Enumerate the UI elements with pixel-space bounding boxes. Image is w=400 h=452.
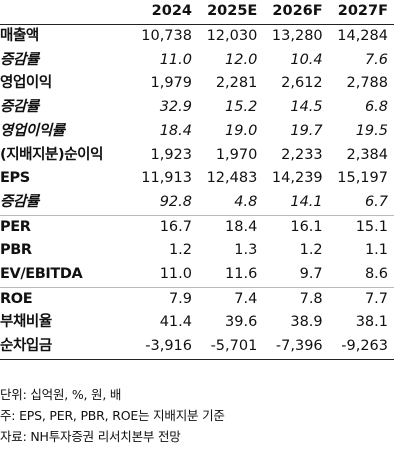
cell-value: 2,384 <box>346 146 388 163</box>
table-header-row: 2024 2025E 2026F 2027F <box>0 0 394 25</box>
row-revenue: 매출액 10,738 12,030 13,280 14,284 <box>0 25 394 49</box>
cell-value: 6.7 <box>328 190 394 216</box>
row-label: 부채비율 <box>0 314 52 331</box>
table-notes: 단위: 십억원, %, 원, 배 주: EPS, PER, PBR, ROE는 … <box>0 384 225 447</box>
cell-value: 4.8 <box>198 190 264 216</box>
row-label: 순차입금 <box>0 335 133 360</box>
cell-value: 38.9 <box>290 314 323 331</box>
cell-value: 1,923 <box>150 146 192 163</box>
cell-value: 2,281 <box>215 75 258 92</box>
cell-value: 14,239 <box>271 170 323 187</box>
row-label: EPS <box>0 170 30 187</box>
row-net-debt: 순차입금 -3,916 -5,701 -7,396 -9,263 <box>0 335 394 360</box>
row-label: 증감률 <box>0 190 133 216</box>
cell-value: 11.6 <box>198 263 264 288</box>
row-operating-margin: 영업이익률 18.4 19.0 19.7 19.5 <box>0 120 394 144</box>
cell-value: 10,738 <box>141 28 192 44</box>
cell-value: -9,263 <box>328 335 394 360</box>
table-body: 매출액 10,738 12,030 13,280 14,284 증감률 11.0… <box>0 25 394 360</box>
cell-value: 14.5 <box>290 99 323 116</box>
row-pbr: PBR 1.2 1.3 1.2 1.1 <box>0 239 394 263</box>
cell-value: 2,612 <box>281 75 323 92</box>
row-net-income: (지배지분)순이익 1,923 1,970 2,233 2,384 <box>0 144 394 168</box>
cell-value: 7.9 <box>168 290 192 307</box>
row-label: 영업이익률 <box>0 122 65 139</box>
cell-value: 7.6 <box>364 51 388 68</box>
row-label: ROE <box>0 290 33 307</box>
cell-value: -5,701 <box>198 335 264 360</box>
cell-value: 13,280 <box>271 28 323 44</box>
cell-value: 19.7 <box>290 122 323 139</box>
cell-value: 15.1 <box>355 218 388 235</box>
cell-value: 10.4 <box>290 51 323 68</box>
cell-value: 16.1 <box>290 218 323 235</box>
header-year-2024: 2024 <box>132 0 198 25</box>
row-label: 영업이익 <box>0 75 52 92</box>
cell-value: 12.0 <box>225 51 258 68</box>
row-label: PBR <box>0 242 32 259</box>
row-debt-ratio: 부채비율 41.4 39.6 38.9 38.1 <box>0 311 394 335</box>
cell-value: 7.7 <box>364 290 388 307</box>
row-eps-growth: 증감률 92.8 4.8 14.1 6.7 <box>0 190 394 216</box>
row-operating-profit: 영업이익 1,979 2,281 2,612 2,788 <box>0 72 394 96</box>
header-year-2025e: 2025E <box>198 0 264 25</box>
cell-value: 18.4 <box>225 218 258 235</box>
cell-value: 1.3 <box>234 242 258 259</box>
row-roe: ROE 7.9 7.4 7.8 7.7 <box>0 287 394 311</box>
row-per: PER 16.7 18.4 16.1 15.1 <box>0 215 394 239</box>
cell-value: 15,197 <box>337 170 388 187</box>
row-label: (지배지분)순이익 <box>0 146 104 163</box>
unit-note: 단위: 십억원, %, 원, 배 <box>0 387 122 402</box>
row-revenue-growth: 증감률 11.0 12.0 10.4 7.6 <box>0 49 394 73</box>
cell-value: 2,233 <box>281 146 323 163</box>
cell-value: 1.1 <box>364 242 388 259</box>
cell-value: 11.0 <box>159 51 192 68</box>
cell-value: 39.6 <box>225 314 258 331</box>
cell-value: 14,284 <box>337 28 388 44</box>
cell-value: 19.0 <box>225 122 258 139</box>
row-ev-ebitda: EV/EBITDA 11.0 11.6 9.7 8.6 <box>0 263 394 288</box>
row-label: 매출액 <box>0 28 39 44</box>
cell-value: 7.8 <box>299 290 323 307</box>
row-label: 증감률 <box>0 99 39 116</box>
cell-value: 16.7 <box>159 218 192 235</box>
cell-value: 92.8 <box>132 190 198 216</box>
cell-value: 38.1 <box>355 314 388 331</box>
cell-value: 15.2 <box>225 99 258 116</box>
cell-value: 1.2 <box>299 242 323 259</box>
cell-value: 11,913 <box>141 170 192 187</box>
row-label: 증감률 <box>0 51 39 68</box>
financial-table: 2024 2025E 2026F 2027F 매출액 10,738 12,030… <box>0 0 394 360</box>
cell-value: 18.4 <box>159 122 192 139</box>
cell-value: 1,979 <box>150 75 192 92</box>
cell-value: 1,970 <box>215 146 258 163</box>
cell-value: 14.1 <box>263 190 329 216</box>
cell-value: 32.9 <box>159 99 192 116</box>
cell-value: 11.0 <box>132 263 198 288</box>
cell-value: 41.4 <box>159 314 192 331</box>
cell-value: 1.2 <box>168 242 192 259</box>
footnote: 주: EPS, PER, PBR, ROE는 지배지분 기준 <box>0 408 225 423</box>
cell-value: 9.7 <box>263 263 329 288</box>
cell-value: 12,483 <box>206 170 258 187</box>
row-operating-profit-growth: 증감률 32.9 15.2 14.5 6.8 <box>0 96 394 120</box>
header-year-2026f: 2026F <box>263 0 329 25</box>
row-label: EV/EBITDA <box>0 263 133 288</box>
cell-value: -7,396 <box>263 335 329 360</box>
row-eps: EPS 11,913 12,483 14,239 15,197 <box>0 167 394 191</box>
row-label: PER <box>0 218 31 235</box>
cell-value: 8.6 <box>328 263 394 288</box>
source-note: 자료: NH투자증권 리서치본부 전망 <box>0 429 181 444</box>
header-year-2027f: 2027F <box>328 0 394 25</box>
header-label-cell <box>0 0 133 25</box>
cell-value: 12,030 <box>206 28 258 44</box>
cell-value: 7.4 <box>234 290 258 307</box>
cell-value: -3,916 <box>132 335 198 360</box>
cell-value: 2,788 <box>346 75 388 92</box>
cell-value: 6.8 <box>364 99 388 116</box>
cell-value: 19.5 <box>355 122 388 139</box>
